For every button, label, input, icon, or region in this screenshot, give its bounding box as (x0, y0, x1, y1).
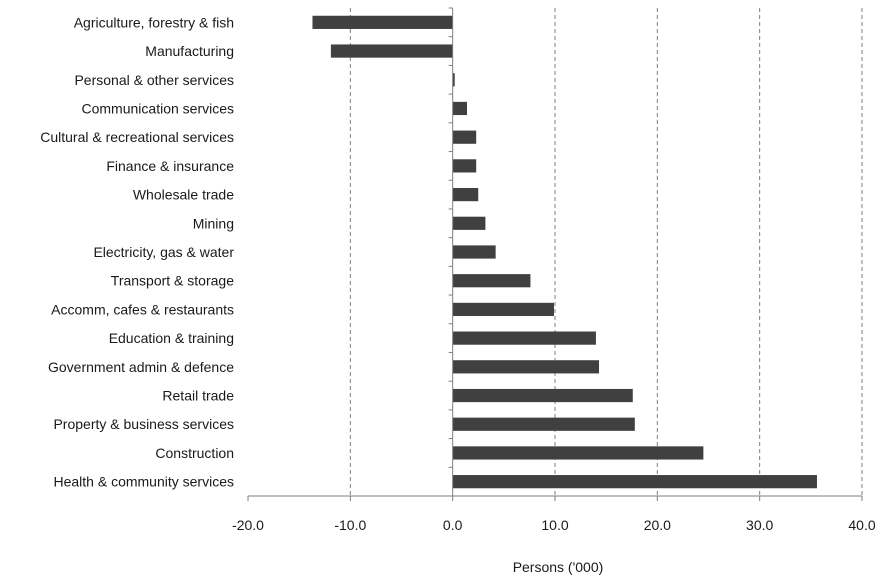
bar (452, 302, 554, 317)
x-tick-label: 10.0 (541, 517, 568, 533)
category-label: Electricity, gas & water (93, 244, 234, 260)
bar (452, 417, 635, 431)
category-label: Cultural & recreational services (40, 129, 234, 145)
category-label: Education & training (109, 330, 234, 346)
x-axis-title: Persons ('000) (513, 559, 604, 575)
bar (452, 446, 704, 460)
category-label: Health & community services (53, 474, 234, 490)
bar (452, 159, 477, 173)
bar (452, 73, 455, 87)
axes (247, 7, 863, 501)
bar (452, 360, 600, 374)
gridlines (349, 8, 863, 496)
category-label: Transport & storage (111, 273, 234, 289)
x-tick-label: 0.0 (443, 517, 463, 533)
category-label: Property & business services (53, 416, 234, 432)
category-label: Retail trade (162, 388, 234, 404)
bar (452, 475, 817, 489)
bar (330, 44, 453, 58)
x-tick-label: -20.0 (232, 517, 264, 533)
bar (312, 15, 453, 29)
category-label: Personal & other services (74, 72, 234, 88)
bar (452, 101, 467, 116)
bar (452, 274, 531, 288)
category-label: Wholesale trade (133, 187, 234, 203)
bars (312, 15, 817, 489)
category-label: Government admin & defence (48, 359, 234, 375)
bar (452, 245, 496, 259)
category-label: Finance & insurance (106, 158, 234, 174)
bar (452, 216, 486, 230)
x-tick-label: 40.0 (848, 517, 875, 533)
category-label: Construction (155, 445, 234, 461)
category-label: Accomm, cafes & restaurants (51, 301, 234, 317)
bar (452, 388, 633, 403)
bar (452, 331, 596, 345)
category-label: Mining (193, 215, 234, 231)
category-labels: Agriculture, forestry & fish Manufacturin… (40, 14, 234, 489)
category-label: Manufacturing (145, 43, 234, 59)
bar (452, 187, 479, 202)
x-tick-label: 30.0 (746, 517, 773, 533)
category-label: Agriculture, forestry & fish (74, 14, 234, 30)
category-label: Communication services (82, 100, 235, 116)
x-tick-labels: -20.0 -10.0 0.0 10.0 20.0 30.0 40.0 (232, 517, 876, 533)
bar (452, 130, 477, 144)
x-tick-label: -10.0 (334, 517, 366, 533)
x-tick-label: 20.0 (644, 517, 671, 533)
